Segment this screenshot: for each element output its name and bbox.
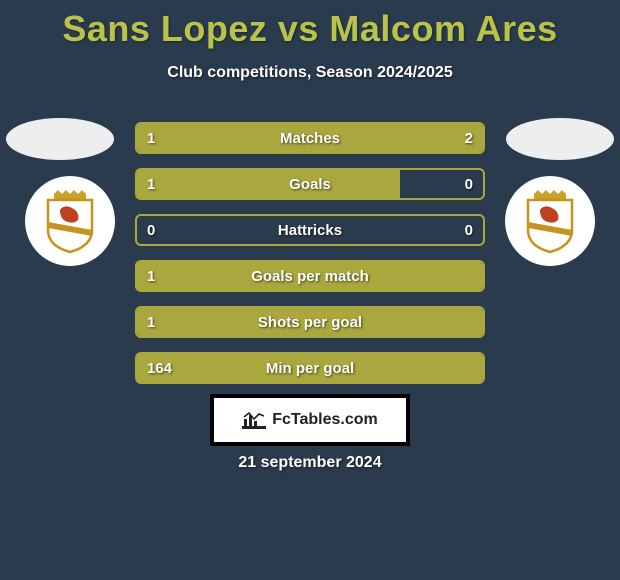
country-flag-left — [6, 118, 114, 160]
stat-row: 1Shots per goal — [135, 306, 485, 338]
club-crest-left — [25, 176, 115, 266]
stat-label: Goals — [137, 170, 483, 198]
stat-row: 164Min per goal — [135, 352, 485, 384]
brand-label: FcTables.com — [272, 411, 378, 429]
stat-label: Matches — [137, 124, 483, 152]
stat-row: 1Goals per match — [135, 260, 485, 292]
country-flag-right — [506, 118, 614, 160]
subtitle: Club competitions, Season 2024/2025 — [0, 64, 620, 82]
stats-container: 12Matches 10Goals 00Hattricks 1Goals per ma… — [135, 122, 485, 398]
stat-label: Goals per match — [137, 262, 483, 290]
shield-icon — [44, 188, 96, 254]
date-label: 21 september 2024 — [0, 454, 620, 472]
stat-label: Shots per goal — [137, 308, 483, 336]
stat-label: Hattricks — [137, 216, 483, 244]
chart-icon — [242, 411, 266, 429]
club-crest-right — [505, 176, 595, 266]
stat-row: 00Hattricks — [135, 214, 485, 246]
page-title: Sans Lopez vs Malcom Ares — [0, 0, 620, 50]
stat-row: 12Matches — [135, 122, 485, 154]
stat-label: Min per goal — [137, 354, 483, 382]
stat-row: 10Goals — [135, 168, 485, 200]
shield-icon — [524, 188, 576, 254]
brand-box: FcTables.com — [210, 394, 410, 446]
